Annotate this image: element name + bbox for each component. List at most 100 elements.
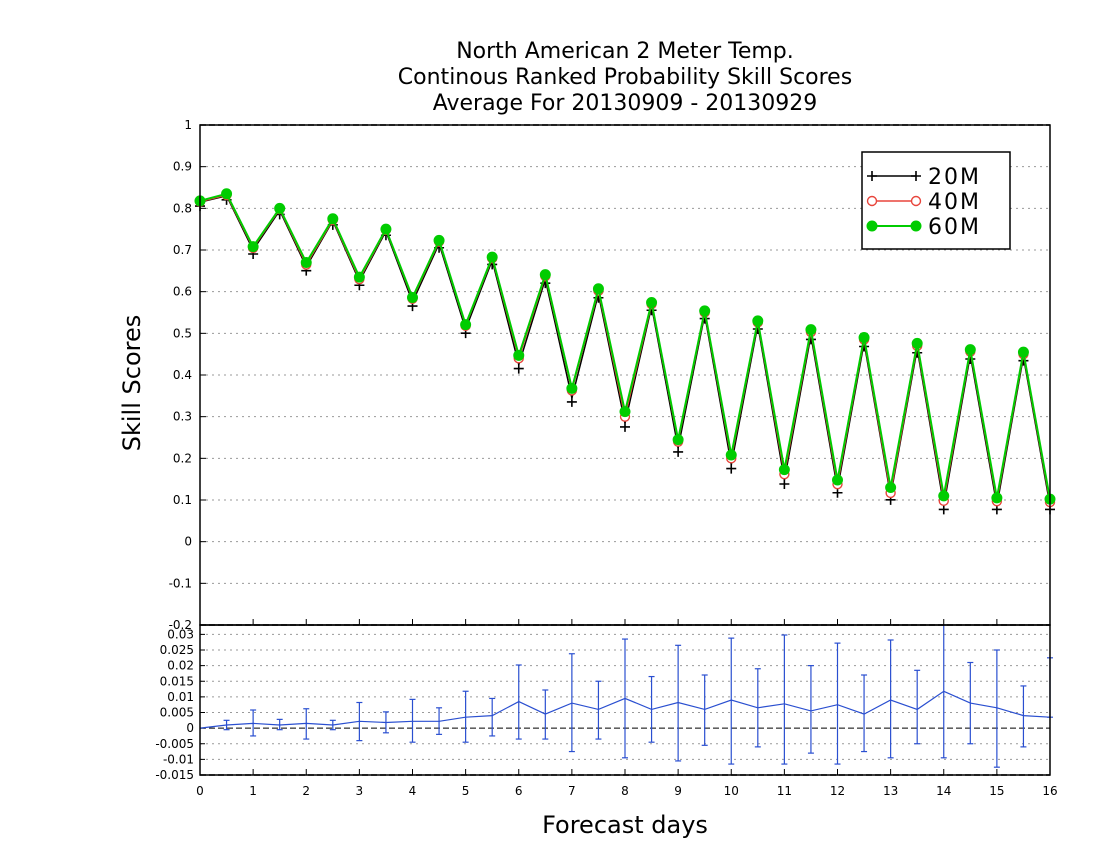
marker-filled-circle <box>619 406 631 418</box>
marker-filled-circle <box>247 241 259 253</box>
difference-y-tick-label: 0.03 <box>167 627 194 641</box>
marker-filled-circle <box>866 220 878 232</box>
marker-plus <box>673 446 684 457</box>
difference-series-layer <box>199 624 1053 768</box>
marker-filled-circle <box>725 449 737 461</box>
difference-y-tick-label: -0.015 <box>155 768 194 782</box>
marker-open-circle <box>866 195 878 207</box>
difference-y-tick-label: 0.005 <box>160 706 194 720</box>
x-tick-label: 9 <box>674 784 682 798</box>
title-line-1: North American 2 Meter Temp. <box>456 39 794 64</box>
difference-y-tick-label: 0.015 <box>160 674 194 688</box>
difference-series <box>199 624 1053 768</box>
x-tick-label: 10 <box>724 784 739 798</box>
marker-filled-circle <box>433 234 445 246</box>
x-tick-label: 3 <box>356 784 364 798</box>
main-y-tick-label: 0.6 <box>173 285 192 299</box>
main-y-tick-labels: -0.2 -0.1 0 0.1 0.2 0.3 0.4 0.5 0.6 0.7 0.8 0.9 1 <box>169 118 206 632</box>
main-series-layer <box>194 188 1056 515</box>
marker-filled-circle <box>964 344 976 356</box>
marker-plus <box>867 171 877 181</box>
marker-open-circle <box>910 195 922 207</box>
marker-filled-circle <box>805 324 817 336</box>
x-axis-label: Forecast days <box>542 811 708 839</box>
main-y-tick-label: -0.2 <box>169 618 192 632</box>
legend-label: 40M <box>928 190 981 215</box>
main-y-tick-label: 0.4 <box>173 368 192 382</box>
marker-plus <box>911 171 921 181</box>
marker-filled-circle <box>911 337 923 349</box>
marker-filled-circle <box>353 271 365 283</box>
marker-filled-circle <box>910 220 922 232</box>
x-tick-label: 7 <box>568 784 576 798</box>
marker-filled-circle <box>274 202 286 214</box>
main-y-tick-label: 0.1 <box>173 493 192 507</box>
marker-filled-circle <box>380 223 392 235</box>
marker-plus <box>938 504 949 515</box>
marker-filled-circle <box>513 349 525 361</box>
x-tick-label: 14 <box>936 784 951 798</box>
marker-filled-circle <box>778 464 790 476</box>
marker-filled-circle <box>592 283 604 295</box>
marker-filled-circle <box>539 269 551 281</box>
main-y-tick-label: 0.3 <box>173 410 192 424</box>
legend-item-40M: 40M <box>866 190 981 215</box>
marker-plus <box>779 479 790 489</box>
marker-filled-circle <box>699 305 711 317</box>
x-tick-label: 4 <box>409 784 417 798</box>
marker-filled-circle <box>566 382 578 394</box>
x-tick-label: 5 <box>462 784 470 798</box>
x-tick-label: 13 <box>883 784 898 798</box>
marker-plus <box>726 463 737 474</box>
marker-filled-circle <box>407 292 418 303</box>
main-y-tick-label: -0.1 <box>169 576 192 590</box>
x-tick-label: 12 <box>830 784 845 798</box>
marker-filled-circle <box>460 319 472 331</box>
difference-y-tick-label: -0.005 <box>155 737 194 751</box>
main-y-tick-label: 0.8 <box>173 201 192 215</box>
difference-y-tick-label: 0.025 <box>160 643 194 657</box>
marker-filled-circle <box>885 482 897 493</box>
x-tick-label: 2 <box>302 784 310 798</box>
difference-line <box>199 690 1051 729</box>
x-tick-label: 11 <box>777 784 792 798</box>
x-tick-label: 8 <box>621 784 629 798</box>
difference-y-tick-label: 0.02 <box>167 659 194 673</box>
marker-filled-circle <box>300 257 312 268</box>
marker-filled-circle <box>327 213 339 225</box>
marker-plus <box>832 487 843 498</box>
marker-filled-circle <box>486 251 498 263</box>
difference-y-tick-label: 0 <box>186 721 194 735</box>
marker-filled-circle <box>938 490 950 502</box>
marker-filled-circle <box>1017 346 1029 358</box>
title-line-2: Continous Ranked Probability Skill Score… <box>398 65 852 90</box>
marker-filled-circle <box>221 188 233 200</box>
marker-plus <box>513 363 524 374</box>
legend-label: 60M <box>928 215 981 240</box>
main-y-tick-label: 0.9 <box>173 160 192 174</box>
main-y-tick-label: 0 <box>184 535 192 549</box>
main-y-tick-label: 1 <box>184 118 192 132</box>
marker-filled-circle <box>672 434 684 446</box>
marker-filled-circle <box>991 492 1003 504</box>
x-tick-label: 15 <box>989 784 1004 798</box>
x-tick-labels: 0 1 2 3 4 5 6 7 8 9 10 11 12 13 14 15 16 <box>196 619 1058 798</box>
chart-title: North American 2 Meter Temp. Continous R… <box>398 39 852 116</box>
marker-plus <box>566 396 577 407</box>
difference-y-tick-label: -0.01 <box>163 752 194 766</box>
x-tick-label: 6 <box>515 784 523 798</box>
legend-item-60M: 60M <box>866 215 981 240</box>
x-tick-label: 16 <box>1042 784 1057 798</box>
marker-filled-circle <box>646 297 658 308</box>
marker-filled-circle <box>752 315 764 327</box>
y-axis-label: Skill Scores <box>118 315 146 452</box>
main-y-tick-label: 0.2 <box>173 451 192 465</box>
difference-y-tick-label: 0.01 <box>167 690 194 704</box>
marker-filled-circle <box>832 474 843 486</box>
title-line-3: Average For 20130909 - 20130929 <box>433 91 818 116</box>
main-y-tick-label: 0.5 <box>173 326 192 340</box>
